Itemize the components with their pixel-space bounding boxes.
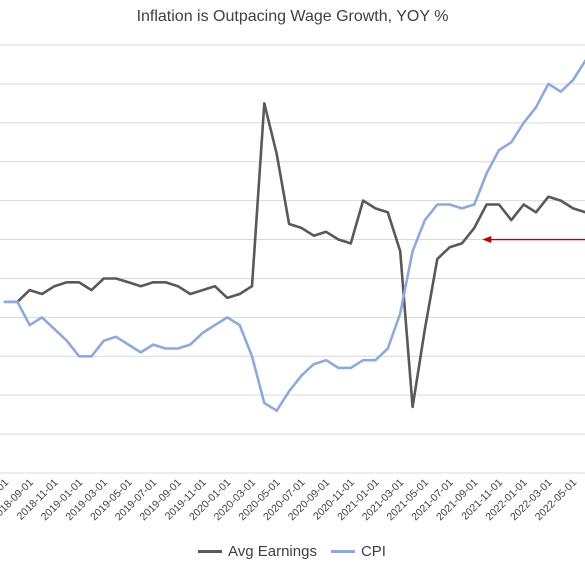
legend-label-cpi: CPI: [360, 543, 386, 560]
legend: Avg Earnings CPI: [198, 543, 400, 560]
series-line-cpi: [3, 59, 585, 413]
chart-title: Inflation is Outpacing Wage Growth, YOY …: [136, 8, 449, 25]
legend-item-cpi[interactable]: CPI: [330, 543, 386, 560]
cpi-swatch-icon: [330, 550, 355, 553]
annotation-arrowhead-icon: [482, 236, 492, 244]
legend-label-avg-earnings: Avg Earnings: [228, 543, 317, 560]
series-line-avg-earnings: [3, 102, 585, 409]
avg-earnings-swatch-icon: [198, 550, 222, 553]
legend-item-avg-earnings[interactable]: Avg Earnings: [198, 543, 317, 560]
